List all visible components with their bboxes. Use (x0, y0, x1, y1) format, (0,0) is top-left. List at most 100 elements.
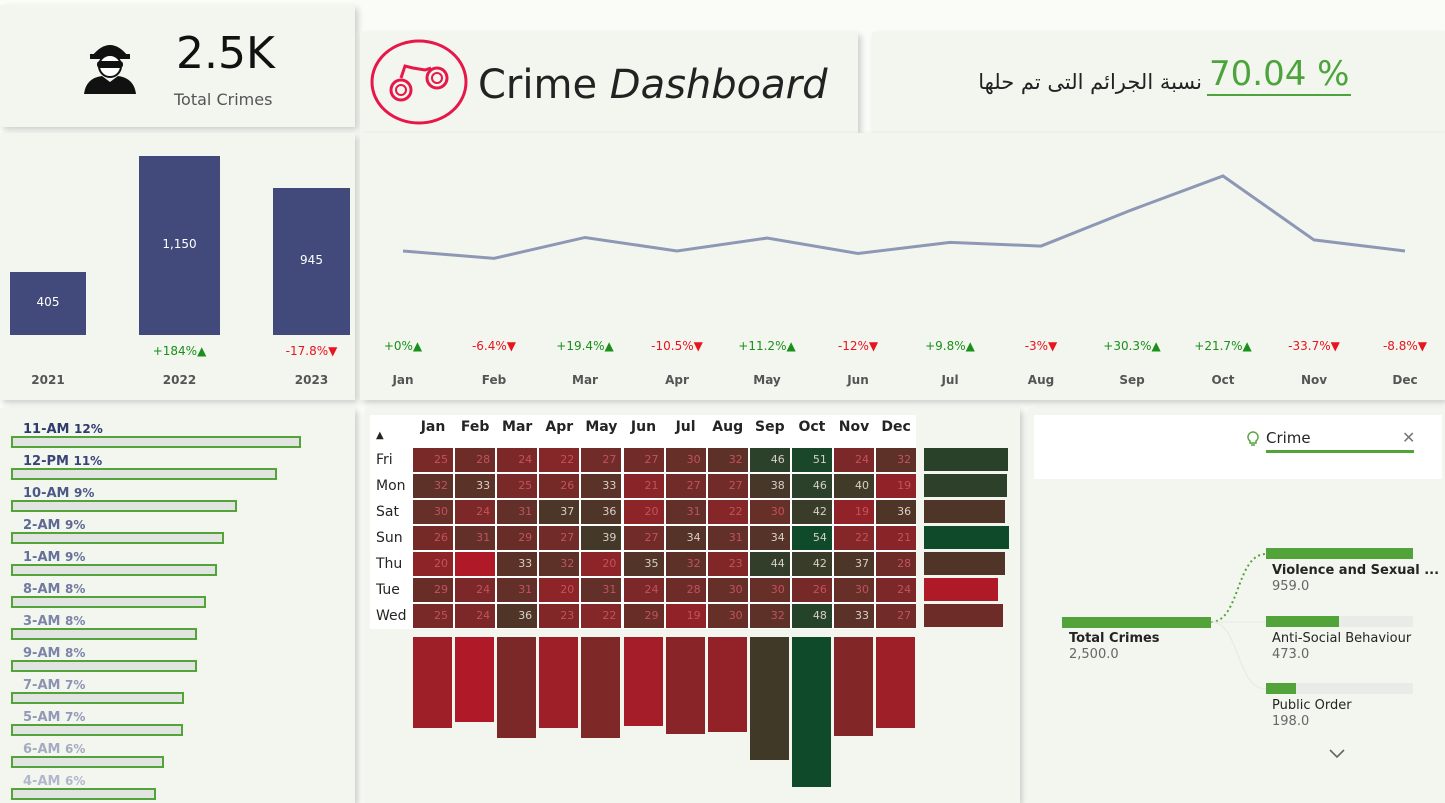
year-bar[interactable] (10, 271, 86, 335)
heatmap-cell[interactable]: 27 (707, 474, 748, 498)
heatmap-cell[interactable]: 32 (707, 448, 748, 472)
heatmap-cell[interactable]: 27 (623, 448, 664, 472)
heatmap-cell[interactable]: 36 (876, 500, 917, 524)
heatmap-cell[interactable]: 24 (455, 604, 496, 628)
heatmap-cell[interactable]: 30 (707, 604, 748, 628)
hour-bar[interactable] (11, 692, 185, 704)
heatmap-cell[interactable]: 33 (834, 604, 874, 628)
heatmap-cell[interactable]: 22 (834, 526, 874, 550)
heatmap-cell[interactable]: 44 (749, 552, 790, 576)
heatmap-cell[interactable]: 26 (539, 474, 580, 498)
heatmap-cell[interactable]: 31 (455, 526, 496, 550)
heatmap-cell[interactable]: 21 (623, 474, 664, 498)
chevron-down-icon[interactable] (1328, 748, 1346, 760)
heatmap-cell[interactable]: 30 (749, 578, 790, 602)
heatmap-cell[interactable]: 24 (497, 448, 538, 472)
heatmap-cell[interactable]: 20 (413, 552, 453, 576)
hour-bar[interactable] (11, 628, 197, 640)
heatmap-cell[interactable]: 30 (749, 500, 790, 524)
heatmap-cell[interactable]: 31 (665, 500, 706, 524)
heatmap-cell[interactable]: 33 (455, 474, 496, 498)
heatmap-cell[interactable]: 25 (413, 604, 453, 628)
heatmap-cell[interactable]: 29 (623, 604, 664, 628)
row-total-bar[interactable] (924, 448, 1008, 471)
heatmap-cell[interactable]: 31 (707, 526, 748, 550)
row-total-bar[interactable] (924, 604, 1003, 627)
heatmap-cell[interactable]: 28 (665, 578, 706, 602)
heatmap-cell[interactable]: 25 (413, 448, 453, 472)
heatmap-cell[interactable]: 27 (623, 526, 664, 550)
heatmap-cell[interactable]: 54 (791, 526, 832, 550)
heatmap-cell[interactable]: 38 (749, 474, 790, 498)
heatmap-cell[interactable]: 22 (539, 448, 580, 472)
row-total-bar[interactable] (924, 578, 999, 601)
heatmap-cell[interactable]: 24 (455, 578, 496, 602)
column-total-bar[interactable] (539, 637, 579, 728)
heatmap-cell[interactable]: 27 (581, 448, 622, 472)
hour-bar[interactable] (11, 532, 224, 544)
heatmap-cell[interactable]: 31 (581, 578, 622, 602)
heatmap-cell[interactable]: 37 (539, 500, 580, 524)
column-total-bar[interactable] (749, 637, 789, 761)
heatmap-cell[interactable]: 25 (497, 474, 538, 498)
child-bar[interactable] (1266, 616, 1339, 627)
heatmap-cell[interactable]: 24 (876, 578, 917, 602)
root-bar[interactable] (1062, 617, 1211, 628)
heatmap-cell[interactable]: 36 (497, 604, 538, 628)
heatmap-cell[interactable]: 31 (497, 500, 538, 524)
column-total-bar[interactable] (834, 637, 873, 737)
hour-bar[interactable] (11, 468, 277, 480)
clear-search-icon[interactable]: ✕ (1402, 428, 1416, 447)
heatmap-cell[interactable]: 27 (876, 604, 917, 628)
heatmap-cell[interactable]: 46 (749, 448, 790, 472)
hour-bar[interactable] (11, 724, 184, 736)
year-bar[interactable] (273, 187, 350, 335)
heatmap-cell[interactable]: 32 (665, 552, 706, 576)
heatmap-cell[interactable]: 20 (581, 552, 622, 576)
heatmap-cell[interactable]: 24 (455, 500, 496, 524)
row-total-bar[interactable] (924, 526, 1010, 549)
heatmap-cell[interactable]: 30 (707, 578, 748, 602)
heatmap-cell[interactable]: 23 (707, 552, 748, 576)
hour-bar[interactable] (11, 660, 197, 672)
heatmap-cell[interactable]: 42 (791, 500, 832, 524)
row-total-bar[interactable] (924, 500, 1006, 523)
heatmap-cell[interactable] (455, 552, 496, 576)
heatmap-cell[interactable]: 39 (581, 526, 622, 550)
heatmap-cell[interactable]: 27 (665, 474, 706, 498)
heatmap-cell[interactable]: 26 (791, 578, 832, 602)
heatmap-cell[interactable]: 40 (834, 474, 874, 498)
column-total-bar[interactable] (623, 637, 663, 726)
heatmap-cell[interactable]: 23 (539, 604, 580, 628)
heatmap-cell[interactable]: 30 (413, 500, 453, 524)
heatmap-cell[interactable]: 32 (749, 604, 790, 628)
column-total-bar[interactable] (876, 637, 916, 728)
heatmap-cell[interactable]: 34 (665, 526, 706, 550)
heatmap-cell[interactable]: 24 (623, 578, 664, 602)
heatmap-cell[interactable]: 19 (834, 500, 874, 524)
heatmap-cell[interactable]: 30 (834, 578, 874, 602)
heatmap-cell[interactable]: 46 (791, 474, 832, 498)
hour-bar[interactable] (11, 564, 217, 576)
heatmap-cell[interactable]: 22 (581, 604, 622, 628)
child-bar-track[interactable] (1266, 683, 1413, 694)
hour-bar[interactable] (11, 756, 164, 768)
column-total-bar[interactable] (791, 637, 831, 787)
search-input[interactable]: Crime (1266, 429, 1414, 453)
heatmap-cell[interactable]: 32 (876, 448, 917, 472)
heatmap-cell[interactable]: 26 (413, 526, 453, 550)
heatmap-cell[interactable]: 20 (539, 578, 580, 602)
heatmap-cell[interactable]: 33 (497, 552, 538, 576)
heatmap-cell[interactable]: 30 (665, 448, 706, 472)
hour-bar[interactable] (11, 500, 238, 512)
heatmap-cell[interactable]: 28 (876, 552, 917, 576)
sort-indicator[interactable]: ▲ (376, 430, 384, 441)
column-total-bar[interactable] (413, 637, 452, 728)
heatmap-cell[interactable]: 27 (539, 526, 580, 550)
heatmap-cell[interactable]: 35 (623, 552, 664, 576)
heatmap-cell[interactable]: 51 (791, 448, 832, 472)
heatmap-cell[interactable]: 48 (791, 604, 832, 628)
row-total-bar[interactable] (924, 552, 1006, 575)
hour-bar[interactable] (11, 788, 157, 800)
hour-bar[interactable] (11, 436, 302, 448)
